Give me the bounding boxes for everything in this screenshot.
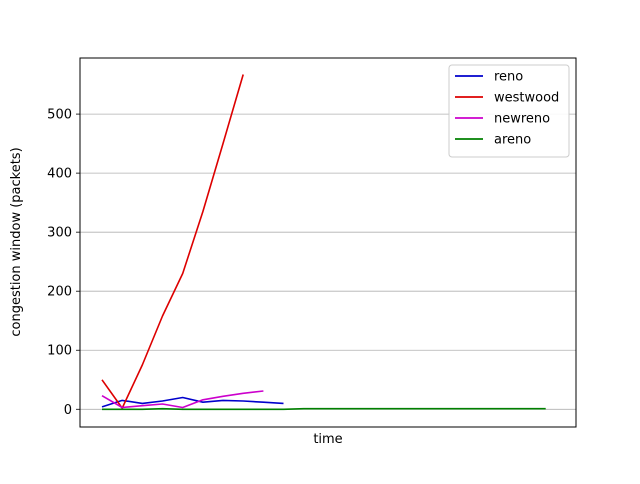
legend-label-reno: reno xyxy=(494,70,523,85)
x-axis-label: time xyxy=(313,432,342,447)
y-tick-label: 300 xyxy=(47,226,72,241)
legend: reno westwood newreno areno xyxy=(448,64,570,158)
legend-label-areno: areno xyxy=(494,133,531,148)
y-tick-label: 100 xyxy=(47,344,72,359)
y-axis-ticks: 0 100 200 300 400 500 xyxy=(47,108,80,418)
y-tick-label: 400 xyxy=(47,167,72,182)
plot-frame xyxy=(79,57,577,428)
series-line-reno xyxy=(101,396,284,408)
series-line-areno xyxy=(102,407,546,411)
legend-label-westwood: westwood xyxy=(494,91,559,106)
y-axis-label: congestion window (packets) xyxy=(9,147,24,336)
y-tick-label: 0 xyxy=(64,403,72,418)
legend-label-newreno: newreno xyxy=(494,112,550,127)
legend-box xyxy=(448,64,570,158)
y-tick-label: 500 xyxy=(47,108,72,123)
series-lines xyxy=(101,74,546,411)
series-line-westwood xyxy=(101,74,244,409)
y-tick-label: 200 xyxy=(47,285,72,300)
series-line-newreno xyxy=(101,390,264,409)
